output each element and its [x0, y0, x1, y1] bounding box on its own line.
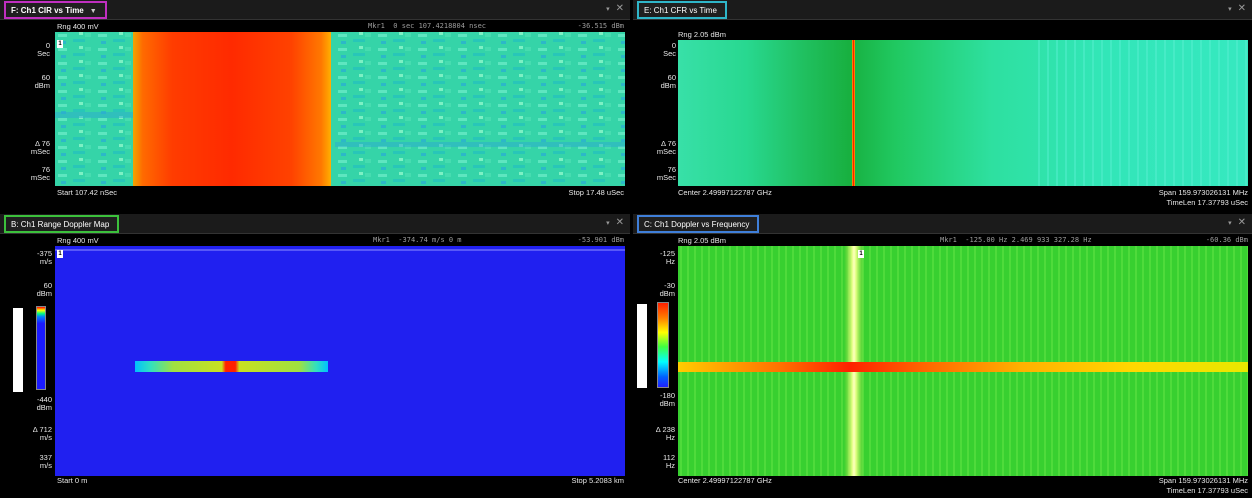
close-icon[interactable]: ✕ [615, 217, 624, 228]
pane-titlebar: E: Ch1 CFR vs Time ▾ ✕ [633, 0, 1252, 20]
marker-readout-value: -60.36 dBm [1205, 236, 1248, 244]
tab-ch1-range-doppler-map[interactable]: B: Ch1 Range Doppler Map [4, 215, 120, 233]
dropdown-pin-icon[interactable]: ▾ [1228, 220, 1232, 227]
colorbar [36, 306, 46, 390]
doppler-freq-plot[interactable] [678, 246, 1248, 476]
window-controls: ▾ ✕ [1228, 3, 1246, 16]
dropdown-pin-icon[interactable]: ▾ [606, 220, 610, 227]
pane-doppler-vs-frequency: C: Ch1 Doppler vs Frequency ▾ ✕ Rng 2.05… [633, 214, 1252, 498]
range-doppler-plot[interactable] [55, 246, 625, 476]
start-label: Start 0 m [57, 476, 88, 485]
marker-readout-position: Mkr1 0 sec 107.4218804 nsec [368, 22, 486, 31]
marker-label: Mkr1 [368, 22, 385, 30]
caret-down-icon[interactable]: ▼ [89, 8, 97, 15]
timelen-label: TimeLen 17.37793 uSec [1166, 198, 1248, 207]
range-label: Rng 400 mV [57, 236, 99, 245]
cfr-spectrogram[interactable] [678, 40, 1248, 186]
range-label: Rng 2.05 dBm [678, 30, 726, 39]
dropdown-pin-icon[interactable]: ▾ [606, 6, 610, 13]
tab-label: B: Ch1 Range Doppler Map [11, 220, 110, 229]
y-label-delta-time: Δ 76 mSec [30, 139, 50, 156]
tab-ch1-cir-vs-time[interactable]: F: Ch1 CIR vs Time ▼ [4, 1, 107, 19]
y-label-bottom-level: -180 dBm [659, 391, 675, 408]
cir-spectrogram[interactable] [55, 32, 625, 186]
colorbar-scrollbar[interactable] [13, 308, 23, 392]
pane-titlebar: B: Ch1 Range Doppler Map ▾ ✕ [0, 214, 630, 234]
tab-label: E: Ch1 CFR vs Time [644, 6, 717, 15]
y-label-delta-time: Δ 76 mSec [656, 139, 676, 156]
y-label-delta-velocity: Δ 712 m/s [32, 425, 52, 442]
marker-readout-value: -36.515 dBm [577, 22, 624, 30]
y-label-top-time: 0 Sec [37, 41, 50, 58]
doppler-freq-svg [678, 246, 1248, 476]
pane-range-doppler-map: B: Ch1 Range Doppler Map ▾ ✕ Rng 400 mV … [0, 214, 630, 498]
y-label-bottom-time: 76 mSec [656, 165, 676, 182]
tab-label: F: Ch1 CIR vs Time [11, 6, 84, 15]
y-label-ref-level: -30 dBm [659, 281, 675, 298]
pane-titlebar: C: Ch1 Doppler vs Frequency ▾ ✕ [633, 214, 1252, 234]
window-controls: ▾ ✕ [606, 3, 624, 16]
marker-label: Mkr1 [940, 236, 957, 244]
marker-position: 0 sec 107.4218804 nsec [393, 22, 487, 30]
span-label: Span 159.973026131 MHz [1158, 188, 1248, 197]
y-label-bottom-velocity: 337 m/s [39, 453, 52, 470]
center-freq-label: Center 2.49997122787 GHz [678, 188, 772, 197]
range-doppler-svg [55, 246, 625, 476]
marker-position: -374.74 m/s 0 m [398, 236, 462, 244]
y-label-top-freq: -125 Hz [659, 249, 675, 266]
marker-readout-position: Mkr1 -374.74 m/s 0 m [373, 236, 462, 245]
marker-readout-value: -53.901 dBm [577, 236, 624, 244]
colorbar-scrollbar[interactable] [637, 304, 647, 388]
tab-ch1-cfr-vs-time[interactable]: E: Ch1 CFR vs Time [637, 1, 727, 19]
close-icon[interactable]: ✕ [615, 3, 624, 14]
marker-label: Mkr1 [373, 236, 390, 244]
marker-position: -125.00 Hz 2.469 933 327.28 Hz [965, 236, 1092, 244]
marker-readout-position: Mkr1 -125.00 Hz 2.469 933 327.28 Hz [940, 236, 1092, 245]
y-label-bottom-freq: 112 Hz [663, 453, 675, 470]
start-label: Start 107.42 nSec [57, 188, 118, 197]
y-label-bottom-time: 76 mSec [30, 165, 50, 182]
y-label-ref-level: 60 dBm [36, 281, 52, 298]
y-label-top-velocity: -375 m/s [36, 249, 52, 266]
marker-flag[interactable]: 1 [858, 250, 864, 258]
cfr-spectrogram-svg [678, 40, 1248, 186]
pane-cir-vs-time: F: Ch1 CIR vs Time ▼ ▾ ✕ Rng 400 mV Mkr1 … [0, 0, 630, 210]
span-label: Span 159.973026131 MHz [1158, 476, 1248, 485]
y-label-top-time: 0 Sec [663, 41, 676, 58]
tab-ch1-doppler-vs-frequency[interactable]: C: Ch1 Doppler vs Frequency [637, 215, 760, 233]
timelen-label: TimeLen 17.37793 uSec [1166, 486, 1248, 495]
range-label: Rng 2.05 dBm [678, 236, 726, 245]
y-label-ref-level: 60 dBm [34, 73, 50, 90]
dropdown-pin-icon[interactable]: ▾ [1228, 6, 1232, 13]
stop-label: Stop 17.48 uSec [568, 188, 624, 197]
pane-cfr-vs-time: E: Ch1 CFR vs Time ▾ ✕ Rng 2.05 dBm 0 Se… [633, 0, 1252, 210]
window-controls: ▾ ✕ [1228, 217, 1246, 230]
y-label-delta-freq: Δ 238 Hz [655, 425, 675, 442]
range-label: Rng 400 mV [57, 22, 99, 31]
window-controls: ▾ ✕ [606, 217, 624, 230]
marker-flag[interactable]: 1 [57, 250, 63, 258]
colorbar [657, 302, 669, 388]
close-icon[interactable]: ✕ [1237, 217, 1246, 228]
cir-spectrogram-svg [55, 32, 625, 186]
pane-titlebar: F: Ch1 CIR vs Time ▼ ▾ ✕ [0, 0, 630, 20]
y-label-bottom-level: -440 dBm [36, 395, 52, 412]
close-icon[interactable]: ✕ [1237, 3, 1246, 14]
stop-label: Stop 5.2083 km [571, 476, 624, 485]
tab-label: C: Ch1 Doppler vs Frequency [644, 220, 750, 229]
center-freq-label: Center 2.49997122787 GHz [678, 476, 772, 485]
y-label-ref-level: 60 dBm [660, 73, 676, 90]
marker-flag[interactable]: 1 [57, 40, 63, 48]
